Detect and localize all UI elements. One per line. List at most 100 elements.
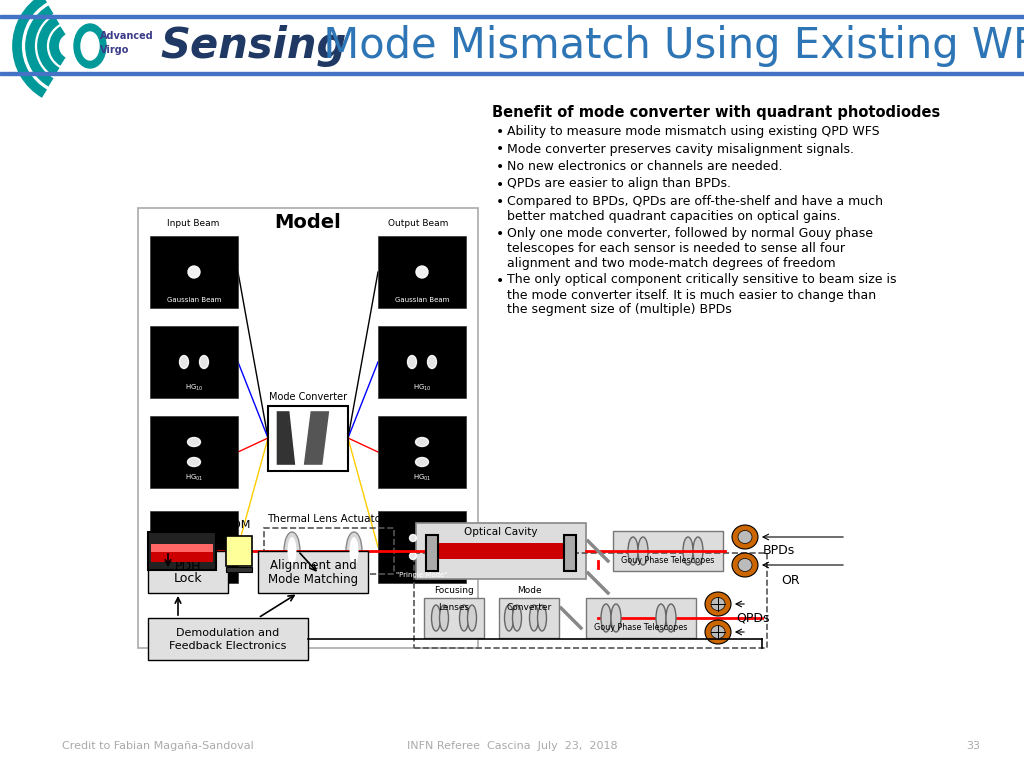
Text: Only one mode converter, followed by normal Gouy phase
telescopes for each senso: Only one mode converter, followed by nor… (507, 227, 873, 270)
Text: HG$_{01}$: HG$_{01}$ (413, 473, 431, 483)
Text: 33: 33 (966, 741, 980, 751)
Text: Gaussian Beam: Gaussian Beam (395, 297, 450, 303)
Text: Benefit of mode converter with quadrant photodiodes: Benefit of mode converter with quadrant … (492, 105, 940, 120)
Text: Output Beam: Output Beam (388, 219, 449, 227)
Bar (148, 551, 228, 593)
Text: Sensing: Sensing (160, 25, 346, 67)
Bar (613, 531, 723, 571)
Ellipse shape (439, 605, 449, 631)
Text: •: • (496, 177, 504, 191)
Ellipse shape (427, 535, 434, 541)
Text: QPDs are easier to align than BPDs.: QPDs are easier to align than BPDs. (507, 177, 731, 190)
Text: •: • (496, 125, 504, 139)
Bar (150, 326, 238, 398)
Ellipse shape (431, 605, 440, 631)
Ellipse shape (693, 537, 703, 565)
Polygon shape (303, 411, 330, 465)
Text: •: • (496, 195, 504, 209)
Text: Model: Model (274, 214, 341, 233)
Text: •: • (496, 273, 504, 287)
Ellipse shape (346, 532, 362, 570)
Bar (564, 535, 575, 571)
Text: Credit to Fabian Magaña-Sandoval: Credit to Fabian Magaña-Sandoval (62, 741, 254, 751)
Text: "Pringle Mode": "Pringle Mode" (396, 572, 447, 578)
Bar (0, 15, 1024, 18)
Ellipse shape (349, 537, 358, 565)
Ellipse shape (628, 537, 638, 565)
Text: INFN Referee  Cascina  July  23,  2018: INFN Referee Cascina July 23, 2018 (407, 741, 617, 751)
Ellipse shape (705, 592, 731, 616)
Bar (268, 406, 348, 471)
Bar (264, 528, 394, 574)
Ellipse shape (512, 605, 521, 631)
Ellipse shape (427, 356, 436, 369)
Ellipse shape (732, 525, 758, 549)
Bar (378, 511, 466, 583)
Bar (151, 544, 213, 552)
Text: Laser: Laser (167, 516, 198, 526)
Text: •: • (496, 160, 504, 174)
Bar (499, 598, 559, 638)
Ellipse shape (288, 537, 297, 565)
Bar (424, 598, 484, 638)
Text: Focusing: Focusing (434, 586, 474, 595)
Bar (378, 326, 466, 398)
Ellipse shape (179, 356, 188, 369)
Ellipse shape (711, 625, 725, 638)
Bar (438, 543, 564, 559)
Bar (148, 618, 308, 660)
Text: Gouy Phase Telescopes: Gouy Phase Telescopes (622, 556, 715, 565)
Text: Mode: Mode (517, 586, 542, 595)
Ellipse shape (538, 605, 547, 631)
Ellipse shape (187, 438, 201, 446)
Text: BPDs: BPDs (763, 545, 796, 558)
Text: Feedback Electronics: Feedback Electronics (169, 641, 287, 651)
Text: PDH: PDH (175, 560, 202, 572)
Polygon shape (276, 411, 296, 465)
Bar (378, 416, 466, 488)
Text: The only optical component critically sensitive to beam size is
the mode convert: The only optical component critically se… (507, 273, 896, 316)
Text: Demodulation and: Demodulation and (176, 628, 280, 638)
Ellipse shape (656, 604, 666, 632)
Text: Compared to BPDs, QPDs are off-the-shelf and have a much
better matched quadrant: Compared to BPDs, QPDs are off-the-shelf… (507, 195, 883, 223)
Text: Optical Cavity: Optical Cavity (464, 527, 538, 537)
Text: Gouy Phase Telescopes: Gouy Phase Telescopes (594, 623, 688, 632)
Bar (0, 72, 1024, 75)
Ellipse shape (460, 605, 469, 631)
Ellipse shape (200, 356, 209, 369)
Text: Ability to measure mode mismatch using existing QPD WFS: Ability to measure mode mismatch using e… (507, 125, 880, 138)
Bar (586, 598, 696, 638)
Ellipse shape (738, 531, 752, 544)
Text: Advanced: Advanced (100, 31, 154, 41)
Ellipse shape (410, 552, 417, 560)
Bar (150, 416, 238, 488)
Ellipse shape (705, 620, 731, 644)
Bar (150, 236, 238, 308)
Ellipse shape (732, 553, 758, 577)
Bar (258, 551, 368, 593)
Bar (151, 552, 213, 562)
Ellipse shape (711, 598, 725, 611)
Text: Virgo: Virgo (100, 45, 129, 55)
Bar (150, 511, 238, 583)
Text: •: • (496, 143, 504, 157)
Text: Mode Matching: Mode Matching (268, 572, 358, 585)
Bar (138, 208, 478, 648)
Text: Thermal Lens Actuators: Thermal Lens Actuators (267, 514, 391, 524)
Ellipse shape (408, 356, 417, 369)
Ellipse shape (416, 266, 428, 278)
Bar (148, 532, 216, 570)
Text: EOM: EOM (226, 520, 252, 530)
Bar (226, 567, 252, 572)
Text: Input Beam: Input Beam (167, 219, 219, 227)
Bar (426, 535, 438, 571)
Text: OR: OR (781, 574, 800, 588)
Ellipse shape (416, 438, 428, 446)
Ellipse shape (529, 605, 539, 631)
Ellipse shape (74, 24, 106, 68)
Text: HG$_{01}$: HG$_{01}$ (184, 473, 203, 483)
Text: Gaussian Beam: Gaussian Beam (167, 297, 221, 303)
Ellipse shape (284, 532, 300, 570)
Text: Mode Converter: Mode Converter (269, 392, 347, 402)
Ellipse shape (190, 543, 198, 551)
